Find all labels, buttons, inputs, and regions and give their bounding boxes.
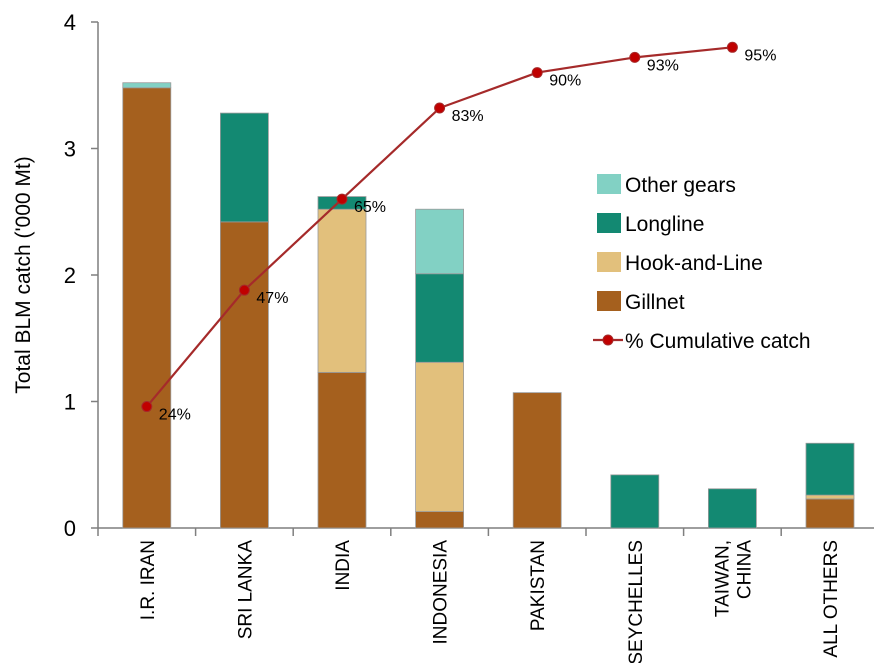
legend-marker <box>602 334 614 346</box>
bar-other-gears <box>122 82 172 89</box>
cumulative-label: 47% <box>256 290 288 307</box>
y-tick-label: 2 <box>64 263 76 288</box>
bar-hook-and-line <box>317 208 367 373</box>
bar-longline <box>610 474 660 529</box>
cumulative-label: 90% <box>549 73 581 90</box>
x-tick-label-line: I.R. IRAN <box>138 540 159 620</box>
cumulative-label: 65% <box>354 199 386 216</box>
cumulative-label: 95% <box>744 47 776 64</box>
y-tick-label: 4 <box>64 10 76 35</box>
cumulative-label: 93% <box>647 57 679 74</box>
y-tick-marks <box>91 21 98 529</box>
x-tick-label: INDONESIA <box>431 540 452 645</box>
legend-swatch <box>597 252 621 272</box>
legend-label: Gillnet <box>625 291 685 314</box>
x-tick-marks <box>97 528 782 536</box>
legend-label: Longline <box>625 213 704 236</box>
y-tick-label: 1 <box>64 390 76 415</box>
bar-hook-and-line <box>415 361 465 512</box>
cumulative-point <box>726 41 738 53</box>
legend-label: Other gears <box>625 174 736 197</box>
cumulative-point <box>629 51 641 63</box>
legend-label: Hook-and-Line <box>625 252 763 275</box>
legend: Other gears Longline Hook-and-Line Gillnet%… <box>593 174 811 353</box>
x-tick-label-line: ALL OTHERS <box>821 540 842 658</box>
x-tick-label: INDIA <box>333 540 354 591</box>
axes <box>97 22 874 529</box>
x-tick-label: SEYCHELLES <box>626 540 647 663</box>
y-tick-label: 3 <box>64 137 76 162</box>
x-tick-label-line: SEYCHELLES <box>626 540 647 663</box>
y-tick-labels: 0 1 2 3 4 <box>64 10 76 541</box>
x-tick-label-line: SRI LANKA <box>235 540 256 640</box>
cumulative-point <box>434 102 446 114</box>
x-tick-label: ALL OTHERS <box>821 540 842 658</box>
cumulative-point <box>238 284 250 296</box>
bar-gillnet <box>219 221 269 529</box>
legend-item: Longline <box>597 213 704 236</box>
bars <box>122 82 855 529</box>
cumulative-label: 24% <box>159 407 191 424</box>
cumulative-point <box>531 67 543 79</box>
cumulative-point <box>141 401 153 413</box>
y-axis-label: Total BLM catch ('000 Mt) <box>12 156 35 393</box>
bar-gillnet <box>805 498 855 529</box>
cumulative-point <box>336 193 348 205</box>
y-tick-label: 0 <box>64 516 76 541</box>
bar-gillnet <box>317 372 367 529</box>
x-tick-label: TAIWAN, CHINA <box>712 540 755 617</box>
legend-item: % Cumulative catch <box>593 330 811 353</box>
legend-item: Other gears <box>597 174 736 197</box>
bar-gillnet <box>122 87 172 529</box>
bar-gillnet <box>415 511 465 529</box>
legend-item: Hook-and-Line <box>597 252 763 275</box>
bar-gillnet <box>512 392 562 529</box>
x-tick-label: PAKISTAN <box>528 540 549 631</box>
x-tick-label: I.R. IRAN <box>138 540 159 620</box>
x-tick-label-line: INDIA <box>333 540 354 591</box>
bar-hook-and-line <box>805 494 855 500</box>
cumulative-label: 83% <box>452 108 484 125</box>
bar-other-gears <box>415 208 465 275</box>
legend-swatch <box>597 174 621 194</box>
bar-longline <box>219 112 269 223</box>
x-tick-label-line: PAKISTAN <box>528 540 549 631</box>
cumulative-line: 24% 47% 65% 83% 90% 93% 95% <box>141 41 776 424</box>
bar-longline <box>805 442 855 496</box>
legend-swatch <box>597 213 621 233</box>
x-tick-labels: I.R. IRAN SRI LANKA INDIA INDONESIA PAKISTAN… <box>138 540 842 663</box>
bar-longline <box>708 488 757 529</box>
x-tick-label-line: INDONESIA <box>431 540 452 645</box>
bar-longline <box>415 273 465 363</box>
x-tick-label: SRI LANKA <box>235 540 256 640</box>
x-tick-label-line: TAIWAN, <box>712 540 733 617</box>
legend-swatch <box>597 291 621 311</box>
x-tick-label-line: CHINA <box>734 540 755 599</box>
legend-item: Gillnet <box>597 291 685 314</box>
legend-label: % Cumulative catch <box>625 330 811 353</box>
